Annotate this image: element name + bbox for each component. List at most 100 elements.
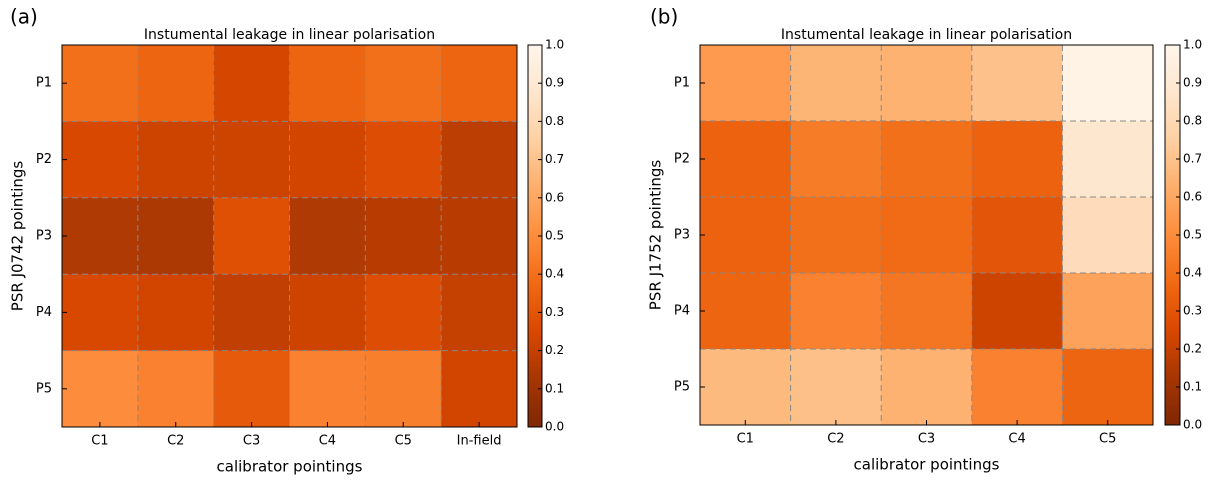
- colorbar-tick-label: 0.3: [545, 305, 564, 319]
- colorbar-tick-label: 0.5: [545, 229, 564, 243]
- colorbar-tick-label: 1.0: [1183, 38, 1202, 52]
- colorbar-tick-label: 0.4: [545, 267, 564, 281]
- colorbar-tick-label: 0.2: [1183, 342, 1202, 356]
- heatmap-cell: [700, 273, 792, 350]
- heatmap-cell: [365, 121, 442, 199]
- y-tick-label: P5: [674, 380, 690, 395]
- heatmap-cell: [137, 45, 215, 122]
- heatmap-cell: [1062, 45, 1154, 122]
- heatmap-cell: [441, 274, 518, 352]
- y-tick-label: P3: [36, 229, 52, 244]
- heatmap-cell: [790, 197, 882, 274]
- heatmap-cell: [700, 349, 792, 426]
- x-tick-label: C2: [827, 432, 844, 447]
- x-tick-label: C5: [1099, 432, 1116, 447]
- colorbar-tick-label: 0.6: [545, 190, 564, 204]
- heatmap-cell: [213, 350, 290, 428]
- y-tick-label: P4: [674, 304, 690, 319]
- x-axis-label: calibrator pointings: [217, 458, 363, 476]
- panel-label: (a): [10, 5, 38, 29]
- y-tick-label: P3: [674, 228, 690, 243]
- colorbar-tick-label: 0.8: [1183, 114, 1202, 128]
- heatmap-cell: [441, 197, 518, 275]
- x-tick-label: C3: [918, 432, 935, 447]
- heatmap-cell: [441, 45, 518, 122]
- colorbar-tick-label: 0.3: [1183, 304, 1202, 318]
- colorbar-tick-label: 0.9: [1183, 76, 1202, 90]
- colorbar-tick-label: 0.1: [545, 381, 564, 395]
- heatmap-cell: [881, 45, 973, 122]
- y-axis-label: PSR J1752 pointings: [647, 160, 665, 311]
- heatmap-cell: [700, 45, 792, 122]
- heatmap-cell: [365, 350, 442, 428]
- heatmap-cell: [213, 121, 290, 199]
- heatmap-cell: [365, 274, 442, 352]
- heatmap-cell: [971, 349, 1063, 426]
- x-tick-label: C4: [1008, 432, 1025, 447]
- heatmap-cell: [365, 197, 442, 275]
- heatmap-cell: [137, 274, 215, 352]
- colorbar-tick-label: 1.0: [545, 38, 564, 52]
- colorbar-tick-label: 0.6: [1183, 190, 1202, 204]
- heatmap-cell: [790, 349, 882, 426]
- colorbar-tick-label: 0.0: [1183, 418, 1202, 432]
- heatmap-cell: [971, 273, 1063, 350]
- colorbar-tick-label: 0.4: [1183, 266, 1202, 280]
- heatmap-cell: [289, 350, 366, 428]
- heatmap-cell: [881, 273, 973, 350]
- x-tick-label: C1: [91, 434, 108, 449]
- heatmap-cell: [881, 349, 973, 426]
- heatmap-cell: [790, 45, 882, 122]
- panel-label: (b): [650, 5, 678, 29]
- x-tick-label: C2: [167, 434, 184, 449]
- heatmap-cell: [881, 121, 973, 198]
- heatmap-cell: [1062, 121, 1154, 198]
- colorbar-tick-label: 0.5: [1183, 228, 1202, 242]
- x-tick-label: In-field: [457, 434, 502, 449]
- y-tick-label: P4: [36, 305, 52, 320]
- heatmap-cell: [289, 197, 366, 275]
- heatmap-cell: [1062, 273, 1154, 350]
- heatmap-cell: [289, 45, 366, 122]
- heatmap-cell: [137, 197, 215, 275]
- x-axis-label: calibrator pointings: [854, 456, 1000, 474]
- heatmap-cell: [881, 197, 973, 274]
- y-tick-label: P2: [674, 152, 690, 167]
- heatmap-cell: [441, 121, 518, 199]
- x-tick-label: C3: [243, 434, 260, 449]
- colorbar-tick-label: 0.9: [545, 76, 564, 90]
- colorbar-tick-label: 0.2: [545, 343, 564, 357]
- heatmap-cell: [971, 197, 1063, 274]
- heatmap-cell: [289, 274, 366, 352]
- y-tick-label: P1: [36, 76, 52, 91]
- heatmap-cell: [213, 45, 290, 122]
- colorbar-tick-label: 0.0: [545, 420, 564, 434]
- x-tick-label: C4: [319, 434, 336, 449]
- heatmap-cell: [62, 350, 139, 428]
- heatmap-cell: [790, 273, 882, 350]
- heatmap-cell: [289, 121, 366, 199]
- y-tick-label: P2: [36, 152, 52, 167]
- heatmap-cell: [790, 121, 882, 198]
- colorbar-tick-label: 0.7: [545, 152, 564, 166]
- heatmap-cell: [62, 45, 139, 122]
- x-tick-label: C5: [395, 434, 412, 449]
- heatmap-cell: [137, 121, 215, 199]
- heatmap-cell: [971, 45, 1063, 122]
- chart-title: Instumental leakage in linear polarisati…: [781, 27, 1072, 43]
- y-axis-label: PSR J0742 pointings: [9, 161, 27, 312]
- heatmap-cell: [365, 45, 442, 122]
- y-tick-label: P5: [36, 381, 52, 396]
- heatmap-cell: [700, 197, 792, 274]
- heatmap-cell: [213, 274, 290, 352]
- y-tick-label: P1: [674, 76, 690, 91]
- heatmap-cell: [213, 197, 290, 275]
- x-tick-label: C1: [737, 432, 754, 447]
- colorbar-tick-label: 0.7: [1183, 152, 1202, 166]
- heatmap-cell: [441, 350, 518, 428]
- heatmap-cell: [1062, 349, 1154, 426]
- colorbar-tick-label: 0.1: [1183, 380, 1202, 394]
- heatmap-cell: [137, 350, 215, 428]
- chart-title: Instumental leakage in linear polarisati…: [144, 27, 435, 43]
